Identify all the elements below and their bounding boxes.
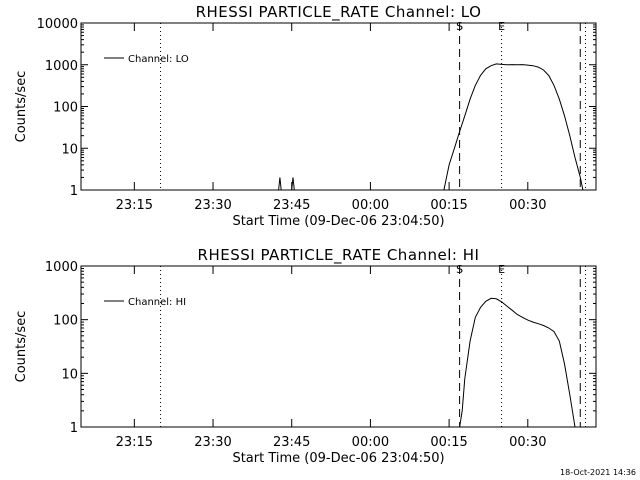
plot-frame (80, 265, 597, 428)
time-marker-label: S (456, 263, 463, 276)
time-marker-label: S (456, 20, 463, 33)
chart-title: RHESSI PARTICLE_RATE Channel: HI (198, 246, 480, 265)
panel-lo: RHESSI PARTICLE_RATE Channel: LO Counts/s… (14, 3, 597, 229)
series-line (459, 297, 576, 428)
y-axis-label: Counts/sec (14, 71, 29, 143)
x-tick-label: 00:30 (509, 435, 546, 450)
y-tick-label: 1000 (45, 260, 78, 275)
x-tick-label: 23:45 (273, 435, 310, 450)
x-axis-label: Start Time (09-Dec-06 23:04:50) (232, 451, 444, 466)
x-tick-label: 00:00 (352, 198, 389, 213)
y-tick-label: 1 (70, 421, 78, 436)
plot-frame (80, 22, 597, 191)
x-tick-label: 23:30 (194, 435, 231, 450)
y-axis-label: Counts/sec (14, 311, 29, 383)
y-tick-label: 100 (53, 314, 78, 329)
legend-label: Channel: HI (128, 297, 186, 308)
y-tick-label: 10 (61, 142, 78, 157)
y-tick-label: 1 (70, 184, 78, 199)
x-tick-label: 00:00 (352, 435, 389, 450)
y-tick-label: 10000 (37, 17, 78, 32)
y-tick-label: 10 (61, 367, 78, 382)
x-tick-label: 00:15 (430, 435, 467, 450)
panel-hi: RHESSI PARTICLE_RATE Channel: HI Counts/s… (14, 246, 597, 466)
chart-title: RHESSI PARTICLE_RATE Channel: LO (196, 3, 482, 22)
series-line (278, 63, 584, 191)
x-tick-label: 23:15 (116, 198, 153, 213)
timestamp-label: 18-Oct-2021 14:36 (560, 468, 636, 477)
x-tick-label: 00:30 (509, 198, 546, 213)
time-marker-label: E (498, 263, 505, 276)
legend-label: Channel: LO (128, 54, 189, 65)
x-tick-label: 00:15 (430, 198, 467, 213)
x-axis-label: Start Time (09-Dec-06 23:04:50) (232, 214, 444, 229)
x-tick-label: 23:15 (116, 435, 153, 450)
y-tick-label: 100 (53, 101, 78, 116)
x-tick-label: 23:30 (194, 198, 231, 213)
y-tick-label: 1000 (45, 59, 78, 74)
time-marker-label: E (498, 20, 505, 33)
x-tick-label: 23:45 (273, 198, 310, 213)
